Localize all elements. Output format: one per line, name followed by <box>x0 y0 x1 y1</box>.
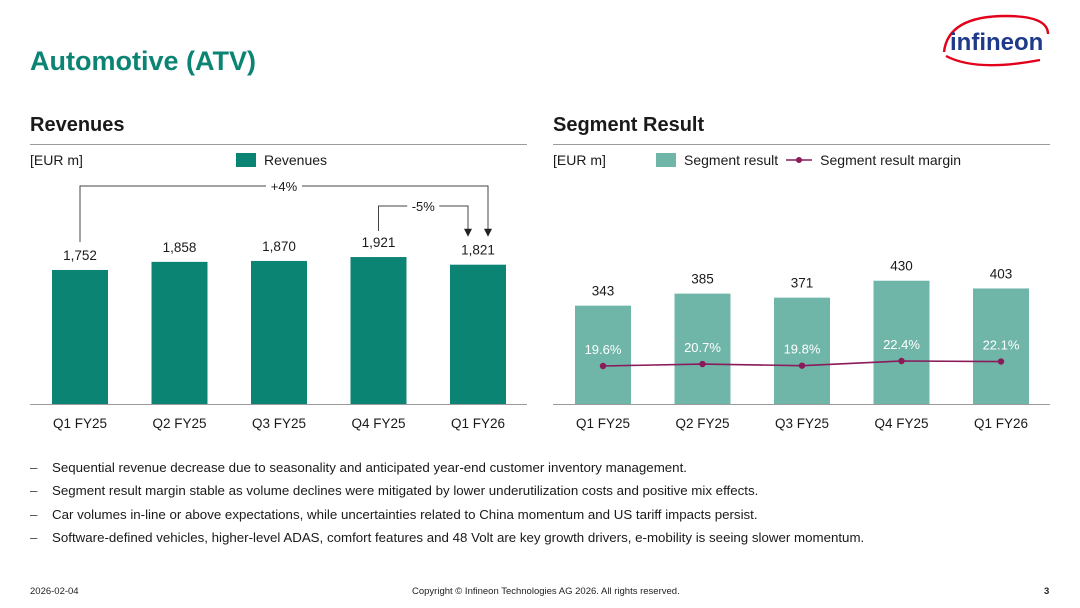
infineon-logo: infineon <box>942 14 1050 67</box>
revenue-data-label: 1,821 <box>461 243 495 258</box>
revenue-bar <box>251 260 307 404</box>
qoq-label-bg <box>407 197 440 214</box>
segment-category-label: Q4 FY25 <box>874 416 928 431</box>
list-item: – Car volumes in-line or above expectatio… <box>30 506 758 522</box>
margin-data-label: 22.1% <box>983 338 1020 353</box>
revenue-data-label: 1,858 <box>163 240 197 255</box>
revenue-category-label: Q4 FY25 <box>351 416 405 431</box>
margin-point <box>997 358 1005 365</box>
segment-bar <box>674 293 731 404</box>
revenue-bar <box>151 261 208 404</box>
margin-point <box>699 360 706 368</box>
revenues-legend: Revenues <box>236 152 327 168</box>
margin-data-label: 19.8% <box>784 342 821 357</box>
revenue-bar <box>350 257 407 404</box>
margin-point <box>599 362 607 370</box>
segment-bar <box>575 305 631 404</box>
segment-data-label: 430 <box>890 259 913 274</box>
segment-legend-line-marker <box>786 157 813 163</box>
segment-rule <box>553 144 1050 145</box>
footer-page-number: 3 <box>1044 586 1050 597</box>
segment-category-label: Q1 FY26 <box>974 416 1028 431</box>
segment-data-label: 371 <box>791 276 814 291</box>
segment-heading: Segment Result <box>553 114 705 136</box>
revenue-data-label: 1,752 <box>63 248 97 263</box>
segment-category-label: Q3 FY25 <box>775 416 829 431</box>
revenue-category-label: Q3 FY25 <box>252 416 306 431</box>
footer-copyright: Copyright © Infineon Technologies AG 202… <box>412 586 680 597</box>
revenues-chart: 1,752 Q1 FY25 1,858 Q2 FY25 1,870 Q3 FY25 1,92… <box>30 177 527 431</box>
segment-category-label: Q1 FY25 <box>576 416 630 431</box>
list-item: – Segment result margin stable as volume … <box>30 483 759 499</box>
page-title: Automotive (ATV) <box>30 46 256 76</box>
revenues-unit: [EUR m] <box>30 152 83 168</box>
revenue-category-label: Q1 FY25 <box>53 416 107 431</box>
margin-data-label: 22.4% <box>883 337 920 352</box>
list-item: – Software-defined vehicles, higher-level… <box>30 530 865 546</box>
segment-chart: 343 Q1 FY25 385 Q2 FY25 371 Q3 FY25 430 Q4 FY25… <box>553 259 1050 431</box>
margin-point <box>798 362 806 369</box>
qoq-annotation: -5% <box>412 199 436 214</box>
segment-legend: Segment result Segment result margin <box>656 152 961 168</box>
segment-bar <box>973 288 1029 404</box>
revenue-data-label: 1,870 <box>262 239 296 254</box>
segment-legend-bar-label: Segment result <box>684 152 779 168</box>
revenues-heading: Revenues <box>30 114 125 136</box>
revenue-category-label: Q2 FY25 <box>152 416 206 431</box>
revenues-legend-label: Revenues <box>264 152 328 168</box>
qoq-arrowhead <box>464 228 472 237</box>
revenues-rule <box>30 144 527 145</box>
revenue-bar <box>450 264 506 404</box>
yoy-annotation: +4% <box>271 179 298 194</box>
segment-data-label: 343 <box>592 284 615 299</box>
yoy-label-bg <box>266 177 302 194</box>
segment-legend-swatch <box>656 153 676 167</box>
segment-bar <box>873 280 930 404</box>
revenues-legend-swatch <box>236 153 256 167</box>
yoy-arrowhead <box>484 228 492 237</box>
margin-point <box>898 357 905 365</box>
segment-data-label: 385 <box>691 272 714 287</box>
segment-unit: [EUR m] <box>553 152 606 168</box>
logo-text: infineon <box>950 29 1043 56</box>
footer-date: 2026-02-04 <box>30 586 79 597</box>
margin-data-label: 19.6% <box>585 342 622 357</box>
margin-data-label: 20.7% <box>684 340 721 355</box>
revenue-category-label: Q1 FY26 <box>451 416 505 431</box>
revenue-bar <box>52 269 108 404</box>
revenue-data-label: 1,921 <box>362 235 396 250</box>
segment-bar <box>774 297 830 404</box>
segment-category-label: Q2 FY25 <box>675 416 729 431</box>
commentary-list: – Sequential revenue decrease due to seas… <box>30 460 864 554</box>
list-item: – Sequential revenue decrease due to seas… <box>30 460 687 475</box>
segment-data-label: 403 <box>990 266 1013 281</box>
segment-legend-line-label: Segment result margin <box>820 152 962 168</box>
